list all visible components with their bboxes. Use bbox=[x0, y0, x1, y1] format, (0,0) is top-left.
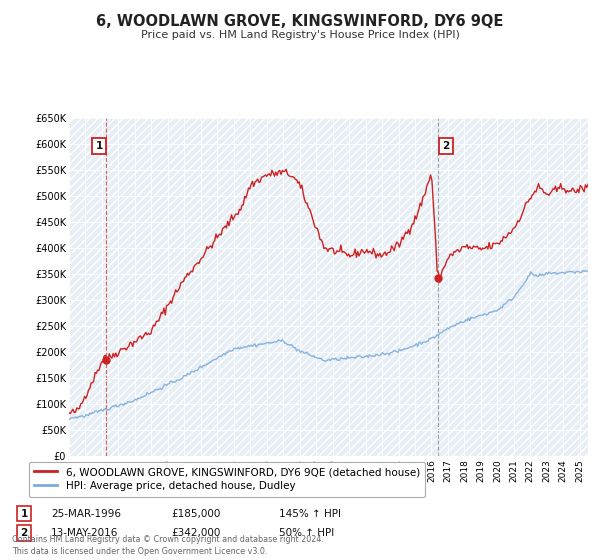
Legend: 6, WOODLAWN GROVE, KINGSWINFORD, DY6 9QE (detached house), HPI: Average price, d: 6, WOODLAWN GROVE, KINGSWINFORD, DY6 9QE… bbox=[29, 461, 425, 497]
Text: £342,000: £342,000 bbox=[171, 528, 220, 538]
Text: 50% ↑ HPI: 50% ↑ HPI bbox=[279, 528, 334, 538]
Text: £185,000: £185,000 bbox=[171, 508, 220, 519]
Text: 13-MAY-2016: 13-MAY-2016 bbox=[51, 528, 118, 538]
Text: Price paid vs. HM Land Registry's House Price Index (HPI): Price paid vs. HM Land Registry's House … bbox=[140, 30, 460, 40]
Text: 25-MAR-1996: 25-MAR-1996 bbox=[51, 508, 121, 519]
Text: Contains HM Land Registry data © Crown copyright and database right 2024.
This d: Contains HM Land Registry data © Crown c… bbox=[12, 535, 324, 556]
Text: 1: 1 bbox=[95, 141, 103, 151]
Text: 6, WOODLAWN GROVE, KINGSWINFORD, DY6 9QE: 6, WOODLAWN GROVE, KINGSWINFORD, DY6 9QE bbox=[97, 14, 503, 29]
Text: 1: 1 bbox=[20, 508, 28, 519]
Text: 2: 2 bbox=[20, 528, 28, 538]
Text: 2: 2 bbox=[442, 141, 449, 151]
Text: 145% ↑ HPI: 145% ↑ HPI bbox=[279, 508, 341, 519]
